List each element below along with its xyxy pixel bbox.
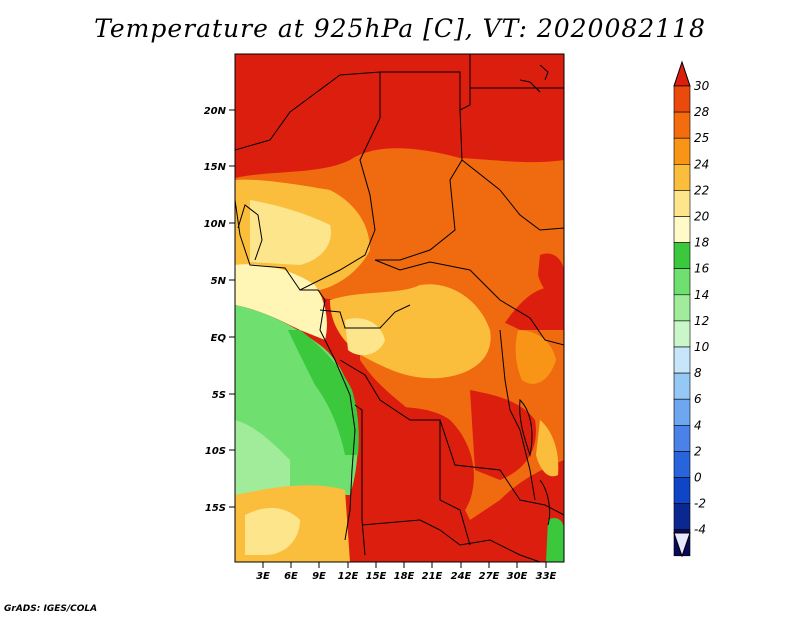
colorbar-segment bbox=[673, 137, 691, 165]
border-sudan-south bbox=[461, 159, 564, 231]
colorbar-segment bbox=[673, 320, 691, 348]
colorbar-segment bbox=[673, 398, 691, 426]
colorbar-segment bbox=[673, 451, 691, 478]
coastline-atlantic bbox=[300, 289, 356, 541]
field-se-green bbox=[546, 518, 564, 562]
credit-label: GrADS: IGES/COLA bbox=[4, 604, 98, 614]
field-central-mild bbox=[330, 284, 491, 379]
colorbar-label: 24 bbox=[694, 157, 709, 171]
colorbar-segment bbox=[673, 164, 691, 191]
border-west-africa bbox=[235, 71, 381, 291]
lon-label: 30E bbox=[507, 571, 528, 582]
colorbar-segment bbox=[673, 216, 691, 243]
border-sudan-north bbox=[459, 54, 564, 111]
lon-label: 9E bbox=[312, 571, 326, 582]
lon-label: 33E bbox=[536, 571, 557, 582]
lon-label: 27E bbox=[479, 571, 500, 582]
latitude-axis: 20N 15N 10N 5N EQ 5S 10S 15S bbox=[204, 106, 235, 514]
lat-label: 15N bbox=[204, 162, 227, 173]
colorbar-segment bbox=[673, 372, 691, 400]
lat-label: 5N bbox=[211, 276, 227, 287]
field-central-pale bbox=[345, 318, 385, 356]
border-car bbox=[374, 259, 564, 346]
colorbar-segment bbox=[673, 111, 691, 139]
colorbar-segment bbox=[673, 503, 691, 531]
border-great-lakes bbox=[499, 329, 536, 501]
colorbar-label: 25 bbox=[694, 131, 709, 145]
lat-label: EQ bbox=[211, 333, 227, 344]
colorbar-label: 6 bbox=[694, 392, 702, 406]
lon-label: 21E bbox=[422, 571, 443, 582]
border-namibia bbox=[361, 519, 541, 562]
lat-label: 15S bbox=[205, 503, 226, 514]
lon-label: 15E bbox=[366, 571, 387, 582]
colorbar-label: 2 bbox=[694, 444, 702, 458]
lon-label: 6E bbox=[284, 571, 298, 582]
map-title: Temperature at 925hPa [C], VT: 202008211… bbox=[94, 14, 706, 43]
longitude-axis: 3E 6E 9E 12E 15E 18E 21E 24E 27E 30E 33E bbox=[256, 562, 557, 582]
border-congo-south bbox=[339, 359, 564, 516]
lon-label: 12E bbox=[338, 571, 359, 582]
lon-label: 3E bbox=[256, 571, 270, 582]
colorbar-segment bbox=[673, 424, 691, 452]
lake-malawi bbox=[539, 479, 551, 526]
lon-label: 24E bbox=[451, 571, 472, 582]
colorbar-segment bbox=[673, 268, 691, 296]
lat-label: 10N bbox=[204, 219, 227, 230]
lat-label: 10S bbox=[205, 446, 226, 457]
border-cameroon-gabon bbox=[319, 304, 411, 329]
field-coastal-green bbox=[288, 330, 359, 455]
colorbar-label: 4 bbox=[694, 418, 702, 432]
colorbar-label: 12 bbox=[694, 314, 709, 328]
colorbar-label: 10 bbox=[694, 340, 710, 354]
colorbar-segment bbox=[673, 294, 691, 322]
colorbar-segment bbox=[673, 477, 691, 504]
colorbar-bottom-arrow bbox=[673, 532, 691, 558]
colorbar-segment bbox=[673, 190, 691, 217]
colorbar-label: 22 bbox=[694, 183, 709, 197]
lake-tanganyika bbox=[519, 398, 533, 457]
border-zambia bbox=[439, 420, 471, 546]
field-angola-hot bbox=[359, 407, 474, 555]
border-angola-west bbox=[354, 404, 366, 556]
colorbar-segment bbox=[673, 85, 691, 113]
lat-label: 20N bbox=[204, 106, 227, 117]
colorbar-segments bbox=[673, 85, 691, 557]
field-gulf-cool bbox=[235, 264, 327, 340]
colorbar-label: -4 bbox=[694, 523, 706, 537]
field-south-pale bbox=[245, 508, 300, 555]
colorbar-top-arrow bbox=[673, 60, 691, 87]
colorbar-label: 8 bbox=[694, 366, 702, 380]
border-coastal-west bbox=[237, 204, 263, 261]
field-horn-hot bbox=[538, 253, 564, 300]
colorbar-segment bbox=[673, 346, 691, 374]
border-chad bbox=[375, 71, 463, 261]
colorbar-segment bbox=[673, 242, 691, 270]
colorbar-label: 20 bbox=[694, 210, 710, 224]
plot-frame bbox=[234, 53, 565, 563]
field-highland-warm bbox=[515, 330, 556, 384]
field-west-pale bbox=[250, 200, 331, 265]
colorbar-label: 30 bbox=[694, 79, 710, 93]
field-highland-mild bbox=[536, 420, 559, 477]
coastline-red-sea bbox=[519, 64, 549, 93]
country-borders bbox=[235, 54, 564, 562]
colorbar-label: 0 bbox=[694, 471, 702, 485]
colorbar-label: -2 bbox=[694, 497, 706, 511]
lat-label: 5S bbox=[212, 390, 226, 401]
colorbar-label: 28 bbox=[694, 105, 710, 119]
field-atlantic-lightgreen bbox=[235, 420, 290, 500]
colorbar-label: 18 bbox=[694, 236, 710, 250]
colorbar-label: 16 bbox=[694, 262, 710, 276]
lon-label: 18E bbox=[394, 571, 415, 582]
colorbar-label: 14 bbox=[694, 288, 709, 302]
temperature-field bbox=[235, 54, 564, 562]
